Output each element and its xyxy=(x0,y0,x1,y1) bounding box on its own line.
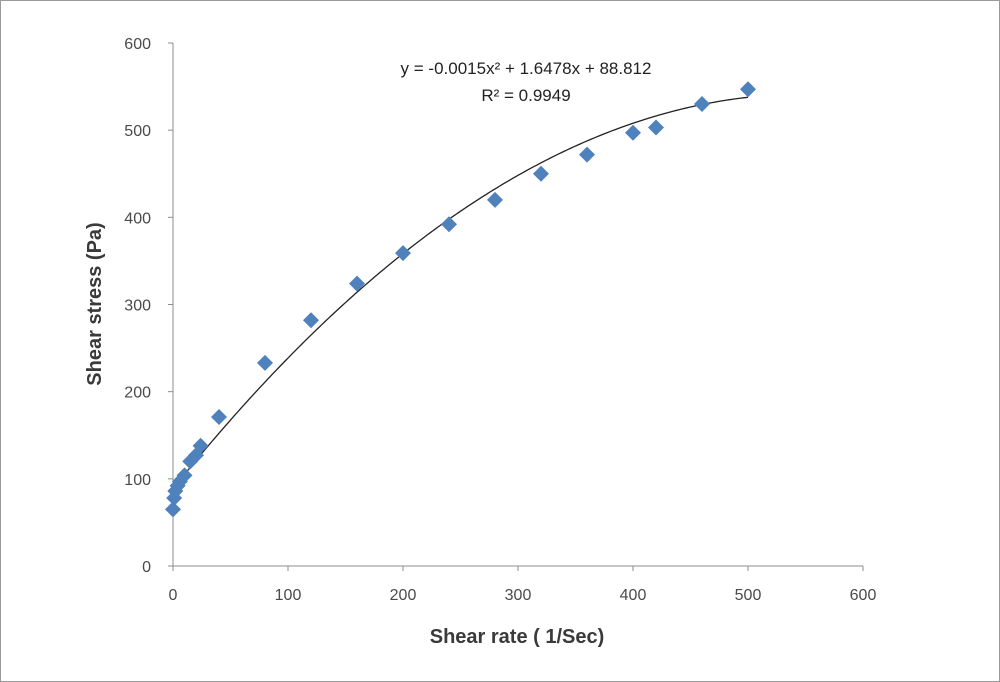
x-tick-label: 600 xyxy=(850,587,877,604)
x-tick-label: 300 xyxy=(505,587,532,604)
data-point xyxy=(487,191,503,208)
data-point xyxy=(441,216,457,233)
data-point xyxy=(740,81,756,98)
data-point xyxy=(257,354,273,371)
y-tick-label: 500 xyxy=(124,123,151,140)
x-axis-title: Shear rate ( 1/Sec) xyxy=(430,626,605,648)
x-tick-label: 200 xyxy=(390,587,417,604)
r-squared-label: R² = 0.9949 xyxy=(481,86,570,105)
axes xyxy=(168,42,864,571)
data-point xyxy=(533,165,549,182)
y-tick-label: 200 xyxy=(124,385,151,402)
x-tick-label: 0 xyxy=(169,587,178,604)
y-tick-label: 0 xyxy=(142,559,151,576)
data-point xyxy=(165,501,181,518)
x-tick-label: 400 xyxy=(620,587,647,604)
tick-labels: 0 100 200 300 400 500 600 0 100 200 300 400 500 600 xyxy=(124,36,876,604)
y-tick-label: 300 xyxy=(124,298,151,315)
x-tick-label: 500 xyxy=(735,587,762,604)
y-tick-label: 100 xyxy=(124,472,151,489)
y-tick-label: 600 xyxy=(124,36,151,53)
y-tick-label: 400 xyxy=(124,210,151,227)
trendline xyxy=(172,96,749,489)
data-point xyxy=(579,146,595,163)
data-point xyxy=(395,245,411,262)
y-axis-title: Shear stress (Pa) xyxy=(84,222,106,385)
data-point xyxy=(176,467,193,484)
data-point xyxy=(192,437,209,454)
data-point xyxy=(303,312,319,329)
data-point xyxy=(694,96,710,113)
data-point xyxy=(648,119,664,136)
data-point xyxy=(625,124,641,141)
trendline-equation: y = -0.0015x² + 1.6478x + 88.812 xyxy=(401,59,652,78)
data-point xyxy=(349,275,365,292)
x-tick-label: 100 xyxy=(275,587,302,604)
data-points xyxy=(165,81,756,518)
data-point xyxy=(211,408,227,425)
